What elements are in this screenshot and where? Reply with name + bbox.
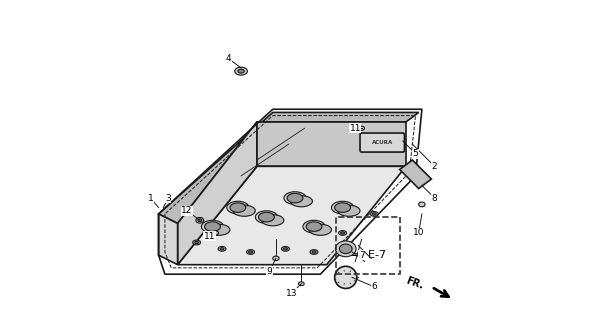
Ellipse shape (213, 231, 219, 235)
Ellipse shape (262, 215, 284, 226)
Text: 7: 7 (359, 251, 364, 260)
Ellipse shape (310, 250, 318, 254)
Ellipse shape (287, 193, 303, 203)
FancyBboxPatch shape (360, 133, 404, 152)
Ellipse shape (195, 241, 199, 244)
Ellipse shape (309, 224, 331, 235)
Text: 1: 1 (148, 194, 153, 203)
Ellipse shape (338, 205, 360, 216)
Circle shape (334, 266, 357, 288)
Ellipse shape (273, 256, 279, 260)
Ellipse shape (198, 219, 202, 222)
Ellipse shape (370, 212, 378, 216)
Text: 3: 3 (165, 194, 171, 203)
Ellipse shape (281, 246, 289, 251)
Ellipse shape (220, 248, 224, 250)
Ellipse shape (303, 220, 325, 233)
Ellipse shape (233, 205, 255, 216)
Text: 8: 8 (432, 194, 437, 203)
Polygon shape (158, 214, 178, 265)
Ellipse shape (248, 251, 253, 253)
Ellipse shape (284, 192, 306, 204)
Ellipse shape (359, 126, 364, 130)
Text: ACURA: ACURA (371, 140, 393, 145)
Polygon shape (158, 112, 419, 223)
Ellipse shape (290, 196, 312, 207)
Text: 12: 12 (181, 206, 193, 215)
Polygon shape (178, 122, 257, 265)
Text: $\Rightarrow$ E-7: $\Rightarrow$ E-7 (350, 248, 386, 260)
Ellipse shape (372, 213, 376, 215)
Ellipse shape (258, 212, 275, 222)
Text: 5: 5 (413, 149, 418, 158)
Text: 11: 11 (203, 232, 215, 241)
Ellipse shape (419, 202, 425, 207)
Ellipse shape (218, 246, 226, 251)
Ellipse shape (196, 217, 204, 223)
Ellipse shape (334, 203, 351, 212)
Ellipse shape (255, 211, 278, 223)
Ellipse shape (298, 282, 304, 286)
Polygon shape (400, 160, 431, 188)
Ellipse shape (230, 203, 246, 212)
Text: 13: 13 (286, 289, 298, 298)
Ellipse shape (339, 244, 352, 253)
Ellipse shape (340, 232, 345, 234)
Ellipse shape (238, 69, 244, 73)
Polygon shape (178, 166, 406, 265)
Ellipse shape (202, 220, 224, 233)
Bar (336, 217, 400, 274)
Text: 2: 2 (432, 162, 437, 171)
Ellipse shape (247, 250, 255, 254)
Text: 10: 10 (413, 228, 424, 237)
Text: FR.: FR. (405, 276, 425, 292)
Polygon shape (257, 122, 406, 166)
Ellipse shape (205, 222, 220, 231)
Text: 6: 6 (371, 282, 377, 292)
Ellipse shape (336, 241, 356, 257)
Ellipse shape (284, 248, 287, 250)
Ellipse shape (306, 222, 322, 231)
Text: 9: 9 (267, 267, 272, 276)
Ellipse shape (227, 201, 249, 214)
Ellipse shape (312, 251, 316, 253)
Text: 4: 4 (225, 54, 231, 63)
Ellipse shape (192, 240, 200, 245)
Ellipse shape (339, 231, 347, 235)
Ellipse shape (208, 224, 230, 235)
Ellipse shape (234, 67, 247, 75)
Text: 11: 11 (350, 124, 361, 133)
Ellipse shape (331, 201, 354, 214)
